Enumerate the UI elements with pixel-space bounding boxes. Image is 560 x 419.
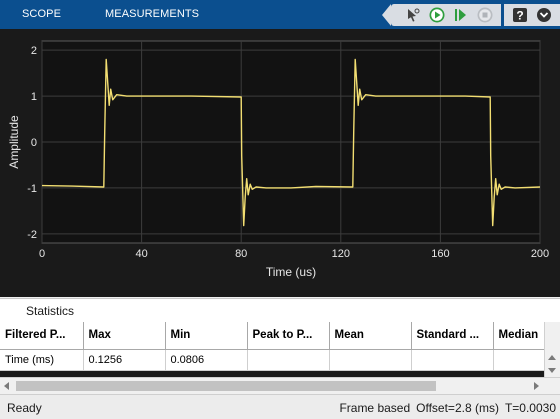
tab-scope[interactable]: SCOPE [22, 8, 62, 20]
x-tick-label: 0 [39, 248, 45, 260]
column-header[interactable]: Min [165, 322, 248, 350]
column-header[interactable]: Standard ... [411, 322, 494, 350]
help-icon[interactable]: ? [509, 5, 531, 25]
y-tick-label: 2 [31, 45, 37, 57]
statistics-title: Statistics [26, 304, 75, 318]
offset-readout: Offset=2.8 (ms) [416, 401, 499, 415]
table-cell [329, 349, 412, 371]
plot-canvas: 0 40 80 120 160 200 2 1 0 -1 -2 Time (us) Amplitude [0, 29, 560, 297]
x-tick-label: 160 [431, 248, 449, 260]
vertical-scrollbar[interactable] [544, 322, 560, 377]
x-tick-label: 40 [135, 248, 147, 260]
dock-icon[interactable] [533, 5, 555, 25]
y-tick-label: -2 [27, 229, 37, 241]
x-tick-label: 120 [332, 248, 350, 260]
column-header[interactable]: Max [83, 322, 166, 350]
statistics-table: Filtered P... Max Min Peak to P... Mean … [0, 322, 544, 371]
help-controls: ? [504, 3, 560, 26]
column-header[interactable]: Filtered P... [0, 322, 84, 350]
tab-measurements[interactable]: MEASUREMENTS [105, 8, 200, 20]
table-row[interactable]: Time (ms) 0.1256 0.0806 [0, 349, 544, 371]
column-header[interactable]: Peak to P... [247, 322, 330, 350]
table-cell: Time (ms) [0, 349, 84, 371]
time-readout: T=0.0030 [504, 401, 556, 415]
y-tick-label: -1 [27, 183, 37, 195]
table-cell [247, 349, 330, 371]
stop-icon[interactable] [474, 5, 496, 25]
step-forward-icon[interactable] [450, 5, 472, 25]
x-tick-label: 80 [235, 248, 247, 260]
status-text: Ready [7, 401, 42, 415]
status-bar: Ready Frame based Offset=2.8 (ms) T=0.00… [0, 394, 560, 419]
run-controls [382, 3, 501, 26]
toolstrip-controls: ? [382, 0, 560, 29]
x-tick-label: 200 [531, 248, 549, 260]
column-header[interactable]: Mean [329, 322, 412, 350]
scroll-up-icon[interactable] [548, 355, 556, 360]
x-axis-label: Time (us) [266, 265, 316, 279]
y-axis-label: Amplitude [7, 115, 21, 169]
scroll-right-icon[interactable] [534, 382, 539, 390]
scrollbar-corner [544, 378, 560, 394]
table-cell [493, 349, 544, 371]
horizontal-scrollbar[interactable] [0, 377, 560, 394]
run-icon[interactable] [426, 5, 448, 25]
toolstrip: SCOPE MEASUREMENTS ? [0, 0, 560, 29]
scope-plot[interactable]: 0 40 80 120 160 200 2 1 0 -1 -2 Time (us) Amplitude [0, 29, 560, 297]
scroll-left-icon[interactable] [4, 382, 9, 390]
statistics-table-wrap: Filtered P... Max Min Peak to P... Mean … [0, 322, 544, 377]
table-cell: 0.0806 [165, 349, 248, 371]
scrollbar-thumb[interactable] [16, 381, 436, 391]
signal-line [41, 58, 541, 227]
frame-mode: Frame based [339, 401, 411, 415]
y-tick-label: 1 [31, 91, 37, 103]
table-cell: 0.1256 [83, 349, 166, 371]
column-header[interactable]: Median [493, 322, 544, 350]
scroll-down-icon[interactable] [548, 368, 556, 373]
status-details: Frame based Offset=2.8 (ms) T=0.0030 [339, 401, 556, 415]
select-cursor-icon[interactable] [402, 5, 424, 25]
statistics-panel-header: Statistics [0, 298, 560, 322]
y-tick-label: 0 [31, 137, 37, 149]
table-cell [411, 349, 494, 371]
svg-text:?: ? [516, 8, 523, 22]
